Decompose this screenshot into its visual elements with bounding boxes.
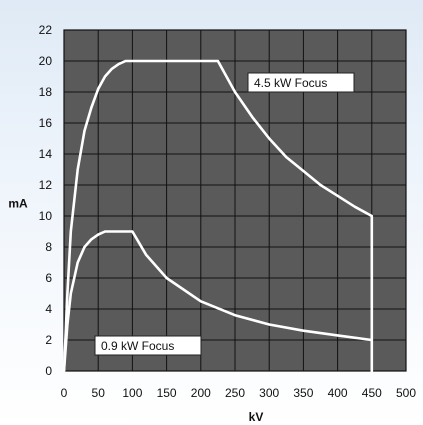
x-tick-label: 400 — [328, 386, 348, 400]
y-tick-labels: 0 2 4 6 8 10 12 14 16 18 20 22 — [39, 23, 53, 378]
series-line-high-focus — [62, 59, 374, 373]
y-tick-label: 6 — [45, 271, 52, 285]
series-label-box — [94, 335, 202, 356]
y-tick-label: 10 — [39, 209, 53, 223]
y-tick-label: 12 — [39, 178, 53, 192]
series-label-high-focus: 4.5 kW Focus — [247, 72, 355, 93]
x-tick-labels: 0 50 100 150 200 250 300 350 400 450 500 — [61, 386, 417, 400]
x-tick-label: 250 — [225, 386, 245, 400]
y-tick-label: 4 — [45, 302, 52, 316]
x-tick-label: 350 — [293, 386, 313, 400]
x-tick-label: 150 — [157, 386, 177, 400]
series-label-text: 4.5 kW Focus — [254, 76, 327, 90]
x-tick-label: 0 — [61, 386, 68, 400]
x-tick-label: 300 — [259, 386, 279, 400]
series-label-text: 0.9 kW Focus — [101, 339, 174, 353]
series-labels: 4.5 kW Focus 0.9 kW Focus — [94, 72, 355, 356]
y-tick-label: 18 — [39, 85, 53, 99]
series-label-box — [247, 72, 355, 93]
y-tick-label: 22 — [39, 23, 53, 37]
x-tick-label: 50 — [92, 386, 106, 400]
y-tick-label: 20 — [39, 54, 53, 68]
series-label-low-focus: 0.9 kW Focus — [94, 335, 202, 356]
x-tick-label: 500 — [396, 386, 416, 400]
x-tick-label: 100 — [122, 386, 142, 400]
curves — [62, 59, 374, 373]
y-tick-label: 0 — [45, 364, 52, 378]
y-axis-label: mA — [8, 197, 28, 211]
x-axis-label: kV — [249, 410, 264, 424]
y-tick-label: 16 — [39, 116, 53, 130]
y-tick-label: 8 — [45, 240, 52, 254]
x-tick-label: 450 — [362, 386, 382, 400]
series-line-low-focus — [62, 230, 374, 373]
y-tick-label: 14 — [39, 147, 53, 161]
y-tick-label: 2 — [45, 333, 52, 347]
x-tick-label: 200 — [191, 386, 211, 400]
